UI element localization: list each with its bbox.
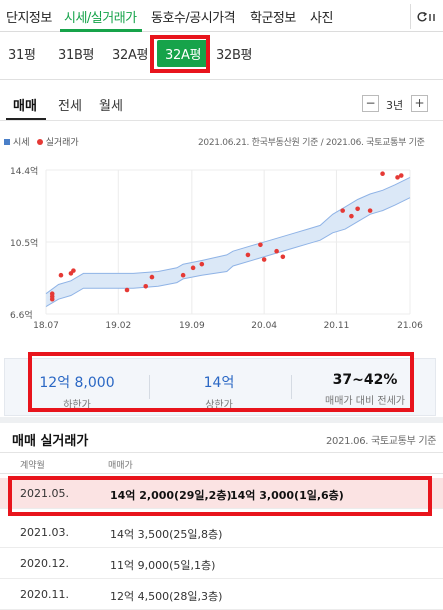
transaction-point [180,272,186,278]
type-tab-31[interactable]: 31평 [8,48,36,63]
trade-tab-sale[interactable]: 매매 [13,99,37,114]
active-tab-indicator [60,29,142,32]
summary-ratio-label: 매매가 대비 전세가 [325,396,405,407]
y-tick-label: 6.6억 [10,309,33,321]
x-tick-label: 19.02 [105,321,131,331]
summary-ratio-value: 37~42% [332,372,398,388]
nav-tab-unit-price[interactable]: 동호수/공시가격 [151,11,236,26]
type-tab-32a[interactable]: 32A평 [112,48,149,63]
transaction-point [149,274,155,280]
period-plus-button[interactable]: + [411,95,428,112]
market-upper-line [45,176,411,295]
table-row[interactable]: 2020.11. 12억 4,500(28일,3층) [0,579,443,610]
market-band-area [46,177,410,307]
summary-divider [149,375,150,399]
price-summary: 12억 8,000 하한가 14억 상한가 37~42% 매매가 대비 전세가 [4,358,436,416]
transaction-point [124,287,130,293]
transactions-header: 계약월 매매가 [0,452,443,474]
type-tab-32b[interactable]: 32B평 [216,48,253,63]
chart-legend: 시세 실거래가 [4,135,79,148]
transaction-point [355,206,360,212]
refresh-button[interactable] [410,4,443,29]
trade-tab-monthly[interactable]: 월세 [99,99,123,114]
row-price-1: 14억 2,000(29일,2층) [110,489,232,502]
transactions-title: 매매 실거래가 [12,434,89,449]
transaction-point [258,242,263,248]
divider [0,120,443,121]
transaction-point [367,208,373,213]
type-tab-32a-selected[interactable]: 32A평 [157,40,210,67]
highlight-box-row [8,476,432,516]
summary-lower-value: 12억 8,000 [39,375,115,391]
transaction-point [380,171,385,176]
transaction-point [349,213,354,219]
nav-tab-complex-info[interactable]: 단지정보 [6,11,52,26]
transaction-point [190,265,196,271]
row-price-1: 14억 3,500(25일,8층) [110,528,223,541]
highlight-box-type [150,35,210,73]
transaction-point [395,175,400,180]
x-tick-label: 20.11 [324,321,350,331]
legend-actual-label: 실거래가 [45,138,79,148]
summary-divider [291,375,292,399]
period-label: 3년 [386,99,404,112]
nav-tab-school[interactable]: 학군정보 [250,11,296,26]
header-month: 계약월 [20,461,45,471]
row-month: 2020.12. [20,557,69,570]
transaction-point [274,248,279,254]
table-row[interactable]: 2020.12. 11억 9,000(5일,1층) [0,548,443,579]
market-lower-line [45,197,411,308]
row-price-2: 14억 3,000(1일,6층) [230,489,344,502]
x-tick-label: 18.07 [33,321,59,331]
row-price-1: 12억 4,500(28일,3층) [110,590,223,603]
highlight-box-summary [28,352,414,412]
trade-tab-indicator [6,118,46,120]
top-nav: 단지정보 시세/실거래가 동호수/공시가격 학군정보 사진 [0,0,443,32]
row-month: 2020.11. [20,588,69,601]
row-month: 2021.03. [20,526,69,539]
summary-ratio: 37~42% 매매가 대비 전세가 [297,372,433,407]
period-minus-button[interactable]: − [362,95,379,112]
transaction-point [245,252,251,258]
transaction-point [398,173,404,178]
x-tick-label: 21.06 [397,321,423,331]
summary-upper: 14억 상한가 [159,372,279,411]
transaction-point [71,268,76,273]
legend-actual-swatch [36,138,43,145]
row-price-1: 11억 9,000(5일,1층) [110,559,216,572]
trade-tab-jeonse[interactable]: 전세 [58,99,82,114]
type-tab-31b[interactable]: 31B평 [58,48,95,63]
y-tick-label: 10.5억 [10,237,38,249]
nav-tab-price[interactable]: 시세/실거래가 [64,11,137,26]
row-month: 2021.05. [20,487,69,500]
type-tabs: 31평 31B평 32A평 32A평 32B평 [0,32,443,80]
section-divider [0,417,443,423]
legend-market-label: 시세 [13,138,30,148]
x-tick-label: 19.09 [179,321,205,331]
table-row[interactable]: 2021.03. 14억 3,500(25일,8층) [0,517,443,548]
nav-tab-photo[interactable]: 사진 [310,11,333,26]
transaction-point [280,254,286,260]
transaction-point [261,257,267,262]
summary-lower: 12억 8,000 하한가 [17,372,137,411]
header-price: 매매가 [108,461,133,471]
x-tick-label: 20.04 [251,321,277,331]
transaction-point [340,208,345,213]
legend-market-swatch [4,138,10,145]
transaction-point [199,261,205,267]
refresh-icon [417,11,435,22]
transaction-point [58,272,64,278]
chart-source: 2021.06.21. 한국부동산원 기준 / 2021.06. 국토교통부 기… [198,138,425,148]
transaction-point [143,284,149,289]
summary-upper-label: 상한가 [205,400,233,411]
table-row[interactable]: 2021.05. 14억 2,000(29일,2층) 14억 3,000(1일,… [0,478,443,509]
summary-lower-label: 하한가 [63,400,91,411]
transaction-point [49,291,55,296]
transactions-source: 2021.06. 국토교통부 기준 [326,436,437,447]
summary-upper-value: 14억 [203,375,235,391]
y-tick-label: 14.4억 [10,165,38,177]
